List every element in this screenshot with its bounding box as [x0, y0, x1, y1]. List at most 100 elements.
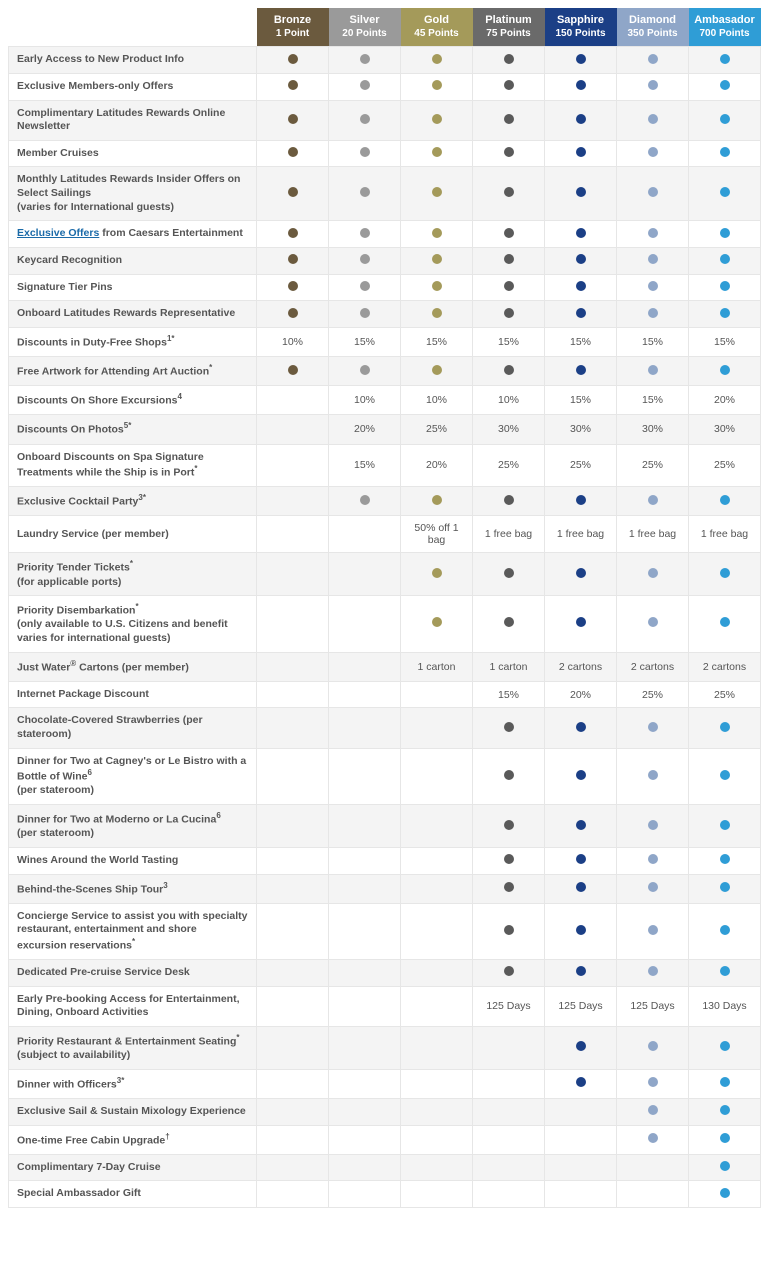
- benefit-cell: [257, 357, 329, 386]
- tier-dot-icon: [648, 925, 658, 935]
- benefit-cell: [473, 1069, 545, 1098]
- benefit-row: Exclusive Offers from Caesars Entertainm…: [9, 221, 761, 248]
- benefit-label: Monthly Latitudes Rewards Insider Offers…: [9, 167, 257, 221]
- benefit-cell: [257, 748, 329, 804]
- tier-header-gold: Gold45 Points: [401, 8, 473, 47]
- benefit-cell: [617, 1181, 689, 1208]
- benefit-cell: [257, 516, 329, 553]
- benefit-cell: 15%: [545, 327, 617, 356]
- benefit-cell: [329, 167, 401, 221]
- benefit-cell: [473, 1027, 545, 1070]
- tier-dot-icon: [504, 925, 514, 935]
- benefit-row: Discounts in Duty-Free Shops1*10%15%15%1…: [9, 327, 761, 356]
- tier-dot-icon: [720, 308, 730, 318]
- benefit-cell: [617, 1027, 689, 1070]
- benefit-row: Behind-the-Scenes Ship Tour3: [9, 874, 761, 903]
- benefit-cell: [257, 1098, 329, 1125]
- benefit-label: Exclusive Offers from Caesars Entertainm…: [9, 221, 257, 248]
- benefit-cell: [617, 903, 689, 959]
- benefit-cell: 1 free bag: [689, 516, 761, 553]
- tier-dot-icon: [576, 80, 586, 90]
- tier-dot-icon: [360, 147, 370, 157]
- benefit-row: Exclusive Cocktail Party3*: [9, 487, 761, 516]
- tier-dot-icon: [720, 966, 730, 976]
- tier-dot-icon: [432, 254, 442, 264]
- tier-dot-icon: [432, 365, 442, 375]
- benefit-cell: [689, 301, 761, 328]
- benefit-cell: [473, 47, 545, 74]
- benefit-cell: 2 cartons: [689, 652, 761, 681]
- benefit-cell: [401, 986, 473, 1026]
- benefit-cell: [401, 1027, 473, 1070]
- benefit-cell: [617, 1098, 689, 1125]
- tier-dot-icon: [504, 568, 514, 578]
- tier-dot-icon: [576, 54, 586, 64]
- benefit-cell: [329, 1098, 401, 1125]
- tier-dot-icon: [648, 1077, 658, 1087]
- benefit-label: Dinner for Two at Cagney's or Le Bistro …: [9, 748, 257, 804]
- benefit-cell: [257, 73, 329, 100]
- benefit-cell: 1 free bag: [617, 516, 689, 553]
- blank-corner: [9, 8, 257, 47]
- benefit-label: Internet Package Discount: [9, 681, 257, 708]
- tier-dot-icon: [576, 495, 586, 505]
- benefit-label: Exclusive Cocktail Party3*: [9, 487, 257, 516]
- benefit-cell: 25%: [617, 681, 689, 708]
- benefit-cell: 15%: [473, 327, 545, 356]
- tier-dot-icon: [288, 281, 298, 291]
- benefit-cell: [545, 1154, 617, 1181]
- benefit-cell: [689, 553, 761, 596]
- benefit-cell: [401, 140, 473, 167]
- benefit-cell: [257, 301, 329, 328]
- benefit-cell: [257, 874, 329, 903]
- benefit-cell: [689, 357, 761, 386]
- benefit-cell: [257, 708, 329, 748]
- tier-dot-icon: [648, 568, 658, 578]
- benefit-cell: [545, 1098, 617, 1125]
- tier-dot-icon: [576, 770, 586, 780]
- benefit-cell: [617, 167, 689, 221]
- benefit-cell: [257, 681, 329, 708]
- benefit-row: Monthly Latitudes Rewards Insider Offers…: [9, 167, 761, 221]
- tier-dot-icon: [720, 1161, 730, 1171]
- tier-dot-icon: [576, 568, 586, 578]
- benefit-label: Special Ambassador Gift: [9, 1181, 257, 1208]
- tier-dot-icon: [576, 882, 586, 892]
- benefit-row: Dinner for Two at Moderno or La Cucina6(…: [9, 805, 761, 848]
- benefit-cell: [329, 100, 401, 140]
- benefit-cell: [617, 553, 689, 596]
- benefit-row: Priority Restaurant & Entertainment Seat…: [9, 1027, 761, 1070]
- tier-dot-icon: [504, 770, 514, 780]
- tier-dot-icon: [648, 495, 658, 505]
- benefit-cell: [257, 1181, 329, 1208]
- benefit-cell: [473, 708, 545, 748]
- benefit-cell: 25%: [617, 444, 689, 487]
- tier-dot-icon: [576, 1077, 586, 1087]
- benefit-cell: [257, 274, 329, 301]
- benefit-cell: 15%: [689, 327, 761, 356]
- tier-dot-icon: [576, 281, 586, 291]
- benefit-label: One-time Free Cabin Upgrade†: [9, 1125, 257, 1154]
- benefit-cell: [689, 73, 761, 100]
- benefit-cell: [689, 847, 761, 874]
- tier-dot-icon: [432, 617, 442, 627]
- tier-dot-icon: [576, 722, 586, 732]
- benefit-cell: [329, 805, 401, 848]
- benefit-cell: [617, 487, 689, 516]
- tier-dot-icon: [648, 365, 658, 375]
- benefit-cell: [257, 167, 329, 221]
- benefit-cell: [257, 553, 329, 596]
- benefit-cell: [689, 274, 761, 301]
- tier-dot-icon: [720, 147, 730, 157]
- tier-dot-icon: [288, 308, 298, 318]
- benefit-cell: 2 cartons: [617, 652, 689, 681]
- benefit-label: Just Water® Cartons (per member): [9, 652, 257, 681]
- tier-dot-icon: [648, 80, 658, 90]
- benefit-cell: [545, 221, 617, 248]
- exclusive-offers-link[interactable]: Exclusive Offers: [17, 227, 99, 239]
- benefit-cell: [473, 140, 545, 167]
- tier-name: Ambasador: [691, 14, 759, 28]
- tier-name: Gold: [403, 14, 471, 28]
- benefit-cell: [617, 596, 689, 652]
- benefit-cell: [257, 221, 329, 248]
